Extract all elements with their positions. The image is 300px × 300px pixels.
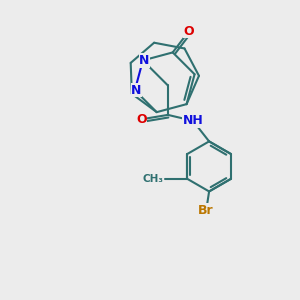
Text: N: N	[131, 84, 142, 97]
Text: Br: Br	[198, 204, 214, 217]
Text: N: N	[139, 54, 149, 67]
Text: CH₃: CH₃	[143, 174, 164, 184]
Text: O: O	[136, 113, 147, 126]
Text: NH: NH	[182, 114, 203, 127]
Text: O: O	[184, 25, 194, 38]
